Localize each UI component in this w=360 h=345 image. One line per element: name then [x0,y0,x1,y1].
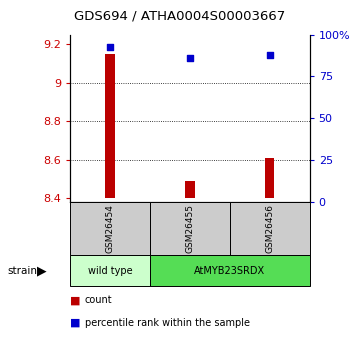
Bar [265,158,274,198]
Text: ■: ■ [70,295,81,305]
Text: GSM26454: GSM26454 [105,204,114,253]
Text: percentile rank within the sample: percentile rank within the sample [85,318,249,327]
Text: strain: strain [7,266,37,276]
Text: GSM26456: GSM26456 [265,204,274,253]
Point [267,52,273,58]
Bar [185,181,195,198]
Text: GDS694 / ATHA0004S00003667: GDS694 / ATHA0004S00003667 [75,9,285,22]
Text: ▶: ▶ [37,264,46,277]
Text: count: count [85,295,112,305]
Text: GSM26455: GSM26455 [185,204,194,253]
Point [107,44,113,50]
Point [187,55,193,60]
Text: AtMYB23SRDX: AtMYB23SRDX [194,266,265,276]
Text: ■: ■ [70,318,81,327]
Text: wild type: wild type [88,266,132,276]
Bar [105,54,115,198]
